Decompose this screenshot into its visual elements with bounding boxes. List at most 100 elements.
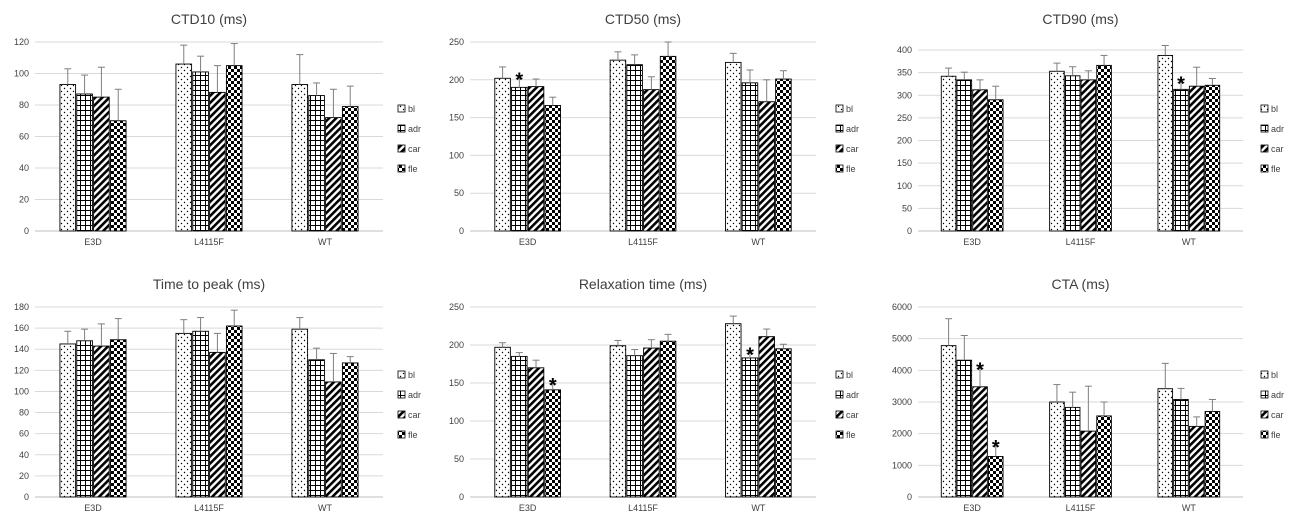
chart-5: Relaxation time (ms) 0 50 100 150 200 250 E3D L4… xyxy=(449,276,859,513)
bar-fle-E3D xyxy=(987,456,1004,498)
y-tick-label: 100 xyxy=(897,181,912,191)
y-tick-label: 200 xyxy=(897,136,912,146)
legend-label-bl: bl xyxy=(408,370,415,380)
x-tick-label: E3D xyxy=(519,237,537,247)
legend-label-fle: fle xyxy=(1271,164,1281,174)
chart-2: CTD50 (ms) 0 50 100 150 200 250 E3D L4115F WT * bl a… xyxy=(449,11,859,247)
x-tick-label: E3D xyxy=(519,503,537,513)
legend-label-fle: fle xyxy=(408,430,418,440)
legend-swatch-fle xyxy=(397,164,406,173)
bar-adr-E3D xyxy=(76,93,93,232)
legend-label-fle: fle xyxy=(1271,430,1281,440)
bar-car-L4115F xyxy=(209,351,226,498)
legend-label-adr: adr xyxy=(846,124,859,134)
y-tick-label: 50 xyxy=(454,188,464,198)
bar-car-L4115F xyxy=(1080,430,1097,498)
legend-swatch-bl xyxy=(1260,104,1269,113)
bar-fle-WT xyxy=(341,362,359,498)
bar-bl-WT xyxy=(725,323,742,498)
legend-label-bl: bl xyxy=(408,104,415,114)
y-tick-label: 200 xyxy=(449,340,464,350)
bar-adr-L4115F xyxy=(626,64,643,232)
bar-fle-L4115F xyxy=(1096,415,1112,498)
legend-swatch-bl xyxy=(397,104,406,113)
bar-car-WT xyxy=(758,101,775,232)
legend-swatch-fle xyxy=(1260,164,1269,173)
bar-adr-WT xyxy=(1173,88,1189,232)
y-tick-label: 0 xyxy=(459,226,464,236)
chart-title: Time to peak (ms) xyxy=(153,276,265,292)
y-tick-label: 400 xyxy=(897,45,912,55)
legend-swatch-bl xyxy=(835,370,844,379)
x-tick-label: L4115F xyxy=(628,503,658,513)
y-tick-label: 120 xyxy=(14,365,29,375)
significance-star: * xyxy=(1177,74,1185,96)
y-tick-label: 40 xyxy=(19,163,29,173)
chart-title: CTA (ms) xyxy=(1051,276,1109,292)
chart-1: CTD10 (ms) 0 20 40 60 80 100 120 E3D L4115F WT bl ad… xyxy=(14,11,421,247)
legend-swatch-adr xyxy=(835,124,844,133)
bar-bl-L4115F xyxy=(1049,401,1065,498)
y-tick-label: 350 xyxy=(897,68,912,78)
bar-car-L4115F xyxy=(643,347,660,498)
x-tick-label: WT xyxy=(1182,503,1196,513)
legend-label-fle: fle xyxy=(846,164,856,174)
y-tick-label: 0 xyxy=(907,226,912,236)
y-tick-label: 300 xyxy=(897,90,912,100)
legend-label-fle: fle xyxy=(408,164,418,174)
legend-label-adr: adr xyxy=(1271,390,1284,400)
chart-title: CTD90 (ms) xyxy=(1042,11,1118,27)
significance-star: * xyxy=(746,344,754,366)
bar-adr-E3D xyxy=(511,86,528,232)
legend-label-adr: adr xyxy=(408,390,421,400)
bar-bl-E3D xyxy=(940,345,957,498)
bar-car-E3D xyxy=(972,386,988,498)
y-tick-label: 50 xyxy=(902,203,912,213)
bar-adr-E3D xyxy=(956,79,973,232)
legend-swatch-fle xyxy=(397,430,406,439)
y-tick-label: 100 xyxy=(14,386,29,396)
legend-label-car: car xyxy=(1271,144,1284,154)
y-tick-label: 250 xyxy=(897,113,912,123)
bar-bl-L4115F xyxy=(609,345,627,498)
bar-adr-WT xyxy=(308,359,325,498)
y-tick-label: 150 xyxy=(449,113,464,123)
legend-label-bl: bl xyxy=(846,104,853,114)
x-tick-label: WT xyxy=(751,503,765,513)
x-tick-label: E3D xyxy=(84,503,102,513)
y-tick-label: 100 xyxy=(449,150,464,160)
legend-label-adr: adr xyxy=(1271,124,1284,134)
y-tick-label: 1000 xyxy=(892,460,912,470)
bar-fle-WT xyxy=(1204,411,1221,498)
legend-swatch-car xyxy=(1260,144,1269,153)
bar-bl-WT xyxy=(1157,388,1174,498)
legend-swatch-car xyxy=(397,144,406,153)
bar-adr-L4115F xyxy=(1064,75,1081,232)
bar-car-E3D xyxy=(93,345,110,498)
bar-fle-E3D xyxy=(544,105,561,232)
legend-label-car: car xyxy=(846,144,859,154)
x-tick-label: E3D xyxy=(963,503,981,513)
bar-adr-WT xyxy=(308,95,325,232)
legend-swatch-fle xyxy=(835,430,844,439)
bar-bl-L4115F xyxy=(175,332,193,498)
y-tick-label: 3000 xyxy=(892,397,912,407)
bar-fle-WT xyxy=(1204,84,1221,232)
bar-bl-L4115F xyxy=(609,59,627,232)
x-tick-label: L4115F xyxy=(194,503,224,513)
legend-label-car: car xyxy=(846,410,859,420)
legend-swatch-adr xyxy=(835,390,844,399)
y-tick-label: 80 xyxy=(19,100,29,110)
legend-swatch-car xyxy=(397,410,406,419)
bar-car-WT xyxy=(758,336,775,498)
bar-car-E3D xyxy=(93,96,110,232)
charts-root: CTD10 (ms) 0 20 40 60 80 100 120 E3D L4115F WT bl ad… xyxy=(14,11,1284,513)
legend-swatch-fle xyxy=(1260,430,1269,439)
bar-adr-WT xyxy=(1173,399,1189,498)
y-tick-label: 180 xyxy=(14,302,29,312)
legend-swatch-adr xyxy=(1260,124,1269,133)
y-tick-label: 150 xyxy=(897,158,912,168)
bar-fle-E3D xyxy=(987,99,1004,232)
legend-swatch-car xyxy=(835,144,844,153)
bar-car-WT xyxy=(1188,425,1205,498)
